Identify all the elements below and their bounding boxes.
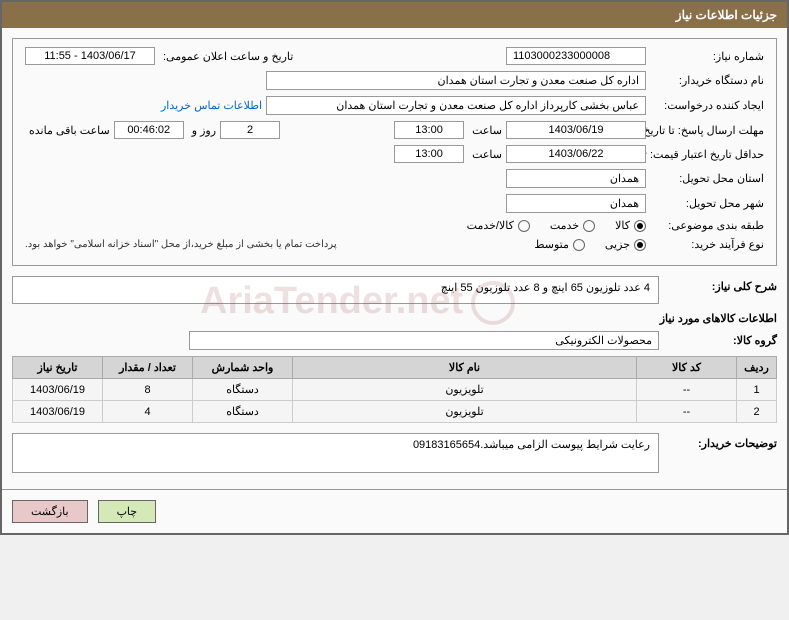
radio-both[interactable]: کالا/خدمت [467,219,530,232]
radio-medium-label: متوسط [534,238,569,251]
items-title: اطلاعات کالاهای مورد نیاز [12,312,777,325]
payment-note: پرداخت تمام یا بخشی از مبلغ خرید،از محل … [25,239,337,250]
announce-label: تاریخ و ساعت اعلان عمومی: [163,50,293,63]
button-row: چاپ بازگشت [2,489,787,533]
process-radios: جزیی متوسط [534,238,646,251]
row-deadline: مهلت ارسال پاسخ: تا تاریخ: 1403/06/19 سا… [25,121,764,139]
cell-name: تلویزیون [293,379,637,401]
requester-label: ایجاد کننده درخواست: [654,99,764,112]
details-box: شماره نیاز: 1103000233000008 تاریخ و ساع… [12,38,777,266]
items-table: ردیف کد کالا نام کالا واحد شمارش تعداد /… [12,356,777,423]
radio-both-label: کالا/خدمت [467,219,514,232]
process-label: نوع فرآیند خرید: [654,238,764,251]
radio-partial[interactable]: جزیی [605,238,646,251]
time-label-2: ساعت [472,148,502,161]
th-qty: تعداد / مقدار [103,357,193,379]
cell-date: 1403/06/19 [13,401,103,423]
buyer-notes-text: رعایت شرایط پیوست الزامی میباشد.09183165… [12,433,659,473]
th-unit: واحد شمارش [193,357,293,379]
deadline-time: 13:00 [394,121,464,139]
radio-dot-icon [518,220,530,232]
table-header-row: ردیف کد کالا نام کالا واحد شمارش تعداد /… [13,357,777,379]
row-group: گروه کالا: محصولات الکترونیکی [12,331,777,350]
row-buyer-org: نام دستگاه خریدار: اداره کل صنعت معدن و … [25,71,764,90]
category-radios: کالا خدمت کالا/خدمت [467,219,646,232]
contact-link[interactable]: اطلاعات تماس خریدار [161,99,262,112]
need-no-value: 1103000233000008 [506,47,646,65]
remain-time: 00:46:02 [114,121,184,139]
group-label: گروه کالا: [667,334,777,347]
announce-value: 1403/06/17 - 11:55 [25,47,155,65]
radio-medium[interactable]: متوسط [534,238,585,251]
validity-date: 1403/06/22 [506,145,646,163]
days-label: روز و [192,124,216,137]
panel-body: شماره نیاز: 1103000233000008 تاریخ و ساع… [2,28,787,489]
time-label-1: ساعت [472,124,502,137]
city-label: شهر محل تحویل: [654,197,764,210]
radio-dot-icon [634,239,646,251]
buyer-notes-label: توضیحات خریدار: [667,437,777,450]
row-validity: حداقل تاریخ اعتبار قیمت: تا تاریخ: 1403/… [25,145,764,163]
cell-qty: 8 [103,379,193,401]
th-name: نام کالا [293,357,637,379]
city-value: همدان [506,194,646,213]
province-label: استان محل تحویل: [654,172,764,185]
cell-date: 1403/06/19 [13,379,103,401]
radio-dot-icon [583,220,595,232]
radio-goods-label: کالا [615,219,630,232]
table-row: 1 -- تلویزیون دستگاه 8 1403/06/19 [13,379,777,401]
days-value: 2 [220,121,280,139]
panel-title: جزئیات اطلاعات نیاز [2,2,787,28]
remain-label: ساعت باقی مانده [29,124,110,137]
print-button[interactable]: چاپ [98,500,157,523]
group-value: محصولات الکترونیکی [189,331,659,350]
cell-code: -- [637,401,737,423]
cell-idx: 1 [737,379,777,401]
cell-qty: 4 [103,401,193,423]
cell-code: -- [637,379,737,401]
th-code: کد کالا [637,357,737,379]
row-process: نوع فرآیند خرید: جزیی متوسط پرداخت تمام … [25,238,764,251]
th-date: تاریخ نیاز [13,357,103,379]
row-category: طبقه بندی موضوعی: کالا خدمت کالا/خدمت [25,219,764,232]
cell-unit: دستگاه [193,401,293,423]
deadline-label: مهلت ارسال پاسخ: تا تاریخ: [654,124,764,137]
radio-partial-label: جزیی [605,238,630,251]
deadline-date: 1403/06/19 [506,121,646,139]
cell-name: تلویزیون [293,401,637,423]
cell-unit: دستگاه [193,379,293,401]
need-no-label: شماره نیاز: [654,50,764,63]
desc-label: شرح کلی نیاز: [667,280,777,293]
main-panel: جزئیات اطلاعات نیاز شماره نیاز: 11030002… [0,0,789,535]
province-value: همدان [506,169,646,188]
validity-time: 13:00 [394,145,464,163]
row-requester: ایجاد کننده درخواست: عباس بخشی کارپرداز … [25,96,764,115]
category-label: طبقه بندی موضوعی: [654,219,764,232]
cell-idx: 2 [737,401,777,423]
requester-value: عباس بخشی کارپرداز اداره کل صنعت معدن و … [266,96,646,115]
row-notes: توضیحات خریدار: رعایت شرایط پیوست الزامی… [12,433,777,473]
row-province: استان محل تحویل: همدان [25,169,764,188]
buyer-org-value: اداره کل صنعت معدن و تجارت استان همدان [266,71,646,90]
row-need-no: شماره نیاز: 1103000233000008 تاریخ و ساع… [25,47,764,65]
radio-dot-icon [634,220,646,232]
th-row: ردیف [737,357,777,379]
radio-service[interactable]: خدمت [550,219,595,232]
radio-goods[interactable]: کالا [615,219,646,232]
buyer-org-label: نام دستگاه خریدار: [654,74,764,87]
radio-service-label: خدمت [550,219,579,232]
back-button[interactable]: بازگشت [12,500,88,523]
table-row: 2 -- تلویزیون دستگاه 4 1403/06/19 [13,401,777,423]
desc-text: 4 عدد تلوزیون 65 اینچ و 8 عدد تلوزیون 55… [12,276,659,304]
radio-dot-icon [573,239,585,251]
validity-label: حداقل تاریخ اعتبار قیمت: تا تاریخ: [654,148,764,161]
row-city: شهر محل تحویل: همدان [25,194,764,213]
row-desc: شرح کلی نیاز: 4 عدد تلوزیون 65 اینچ و 8 … [12,276,777,304]
